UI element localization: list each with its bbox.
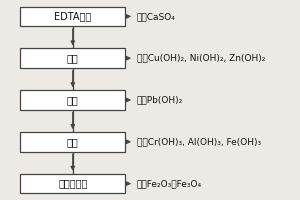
Text: 浓酸，加热: 浓酸，加热 [58, 179, 88, 189]
Text: 解离Cu(OH)₂, Ni(OH)₂, Zn(OH)₂: 解离Cu(OH)₂, Ni(OH)₂, Zn(OH)₂ [137, 54, 265, 63]
Text: 解离Fe₂O₃、Fe₃O₄: 解离Fe₂O₃、Fe₃O₄ [137, 179, 202, 188]
Text: 解离Cr(OH)₃, Al(OH)₃, Fe(OH)₃: 解离Cr(OH)₃, Al(OH)₃, Fe(OH)₃ [137, 137, 261, 146]
Bar [20, 48, 125, 68]
Bar [20, 90, 125, 110]
Bar [20, 132, 125, 152]
Bar [20, 174, 125, 193]
Bar [20, 7, 125, 26]
Text: 解离CaSO₄: 解离CaSO₄ [137, 12, 176, 21]
Bar [20, 7, 125, 26]
Text: 浓酸: 浓酸 [67, 137, 79, 147]
Bar [20, 174, 125, 193]
Text: EDTA溶液: EDTA溶液 [54, 11, 92, 21]
Text: 稀酸: 稀酸 [67, 95, 79, 105]
Text: 氨水: 氨水 [67, 53, 79, 63]
Bar [20, 90, 125, 110]
Bar [20, 132, 125, 152]
Text: 解离Pb(OH)₂: 解离Pb(OH)₂ [137, 96, 183, 104]
Bar [20, 48, 125, 68]
